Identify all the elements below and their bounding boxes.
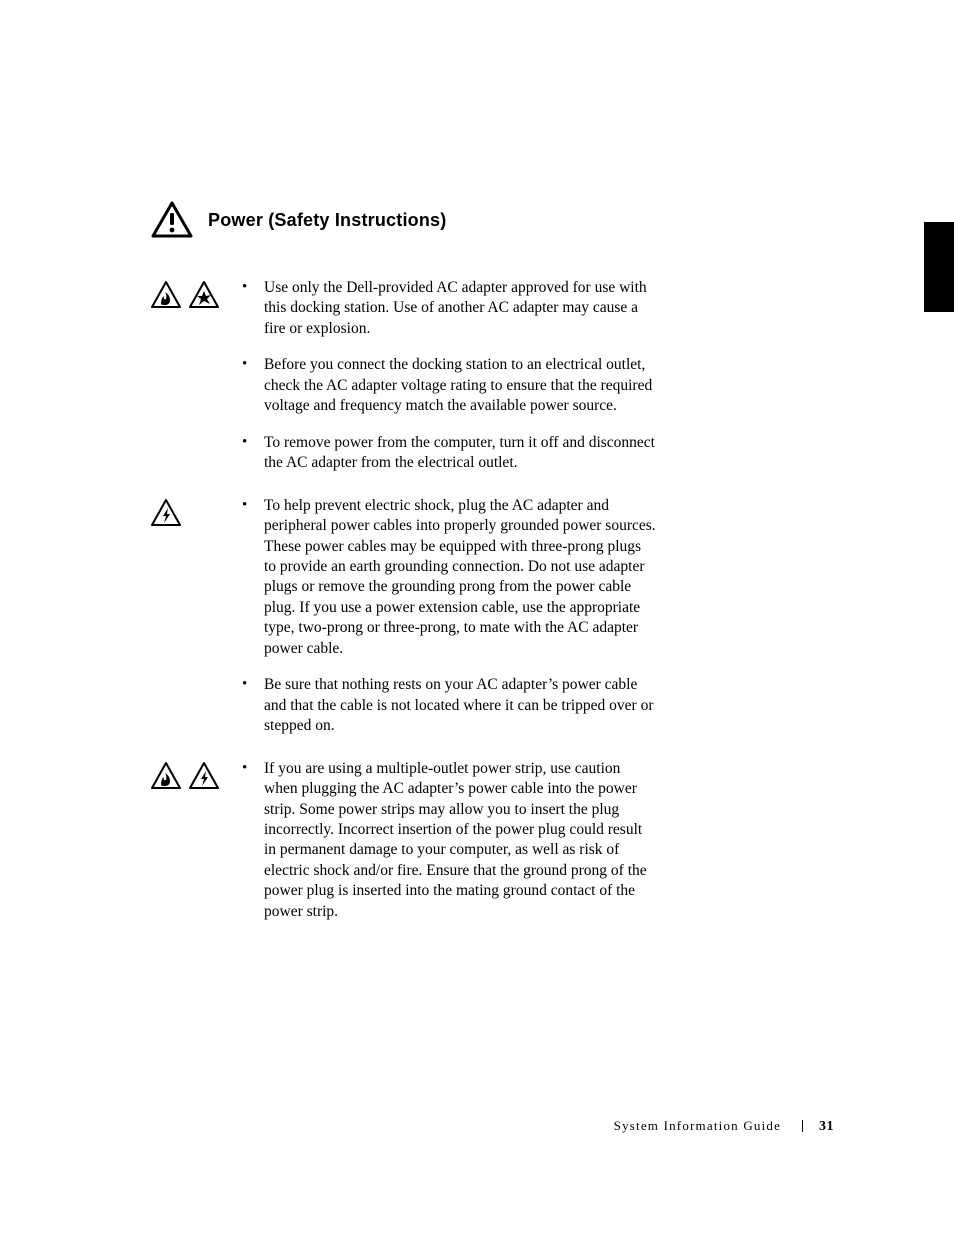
section-block: To help prevent electric shock, plug the… — [150, 496, 834, 753]
bullets-container: Use only the Dell-provided AC adapter ap… — [236, 278, 656, 490]
footer-label: System Information Guide — [614, 1118, 781, 1133]
section-icons — [150, 496, 220, 528]
bullet-item: If you are using a multiple-outlet power… — [236, 759, 656, 923]
section-heading: Power (Safety Instructions) — [150, 200, 834, 240]
heading-title: Power (Safety Instructions) — [208, 210, 446, 231]
caution-icon — [150, 200, 194, 240]
bullet-item: Use only the Dell-provided AC adapter ap… — [236, 278, 656, 339]
bullet-item: Be sure that nothing rests on your AC ad… — [236, 675, 656, 736]
section-icons — [150, 278, 220, 310]
section-block: If you are using a multiple-outlet power… — [150, 759, 834, 939]
bullet-item: To help prevent electric shock, plug the… — [236, 496, 656, 660]
bullet-item: To remove power from the computer, turn … — [236, 433, 656, 474]
page-number: 31 — [819, 1119, 834, 1134]
side-tab — [924, 222, 954, 312]
document-page: Power (Safety Instructions) Use only the… — [0, 0, 954, 1235]
explosion-icon — [188, 280, 220, 310]
bullet-item: Before you connect the docking station t… — [236, 355, 656, 416]
section-icons — [150, 759, 220, 791]
footer-separator — [802, 1120, 803, 1132]
section-block: Use only the Dell-provided AC adapter ap… — [150, 278, 834, 490]
shock-icon — [150, 498, 182, 528]
page-footer: System Information Guide 31 — [614, 1118, 834, 1135]
bullets-container: To help prevent electric shock, plug the… — [236, 496, 656, 753]
fire-icon — [150, 761, 182, 791]
shock-icon — [188, 761, 220, 791]
bullets-container: If you are using a multiple-outlet power… — [236, 759, 656, 939]
fire-icon — [150, 280, 182, 310]
